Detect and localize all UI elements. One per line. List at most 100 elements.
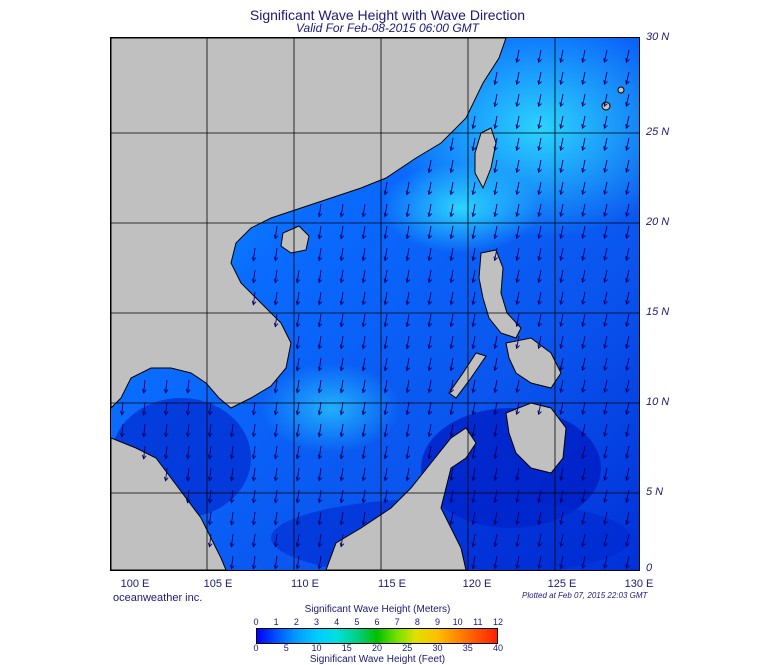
wave-arrow-head	[603, 476, 608, 481]
wave-arrow	[318, 291, 322, 305]
wave-arrow-head	[537, 234, 542, 240]
wave-arrow	[582, 137, 586, 151]
wave-arrow	[450, 291, 454, 305]
wave-arrow	[428, 401, 432, 415]
wave-arrow	[230, 555, 234, 569]
wave-arrow	[340, 313, 344, 327]
wave-arrow	[406, 467, 410, 481]
wave-arrow	[560, 181, 564, 195]
wave-arrow	[384, 423, 388, 437]
wave-arrow	[494, 511, 498, 525]
wave-arrow-head	[405, 256, 411, 262]
wave-arrow	[625, 49, 630, 63]
wave-arrow	[384, 247, 388, 261]
wave-arrow	[603, 225, 608, 239]
wave-arrow-head	[559, 190, 564, 196]
colorbar-meter-tick: 2	[293, 617, 299, 627]
wave-arrow-head	[581, 454, 586, 460]
wave-arrow-head	[625, 476, 630, 481]
wave-arrow	[516, 269, 520, 283]
wave-arrow-head	[471, 190, 476, 196]
wave-arrow	[560, 533, 564, 547]
wave-arrow	[494, 71, 498, 85]
wave-arrow-head	[120, 432, 125, 438]
wave-arrow	[252, 291, 256, 305]
wave-arrow-head	[142, 410, 147, 416]
wave-arrow	[538, 137, 542, 151]
wave-arrow	[472, 489, 476, 503]
wave-arrow-head	[537, 256, 542, 262]
wave-arrow	[274, 269, 278, 283]
wave-arrow-head	[493, 234, 498, 240]
wave-arrow	[318, 555, 322, 569]
high-wave-band-taiwan-strait	[381, 163, 541, 253]
wave-arrow	[362, 423, 366, 437]
wave-arrow-head	[559, 498, 564, 504]
wave-arrow	[296, 555, 300, 569]
wave-arrow	[582, 203, 586, 217]
wave-arrow	[494, 401, 498, 415]
wave-arrow-head	[427, 234, 433, 240]
wave-arrow	[274, 401, 278, 415]
wave-arrow-head	[581, 212, 586, 218]
wave-arrow-head	[251, 498, 257, 504]
wave-arrow-head	[515, 168, 520, 174]
wave-arrow-head	[405, 278, 411, 284]
wave-arrow-head	[295, 410, 301, 416]
wave-arrow-head	[142, 432, 147, 438]
colorbar-meter-tick: 8	[414, 617, 420, 627]
wave-arrow-head	[581, 58, 586, 64]
wave-arrow	[252, 489, 256, 503]
wave-arrow-head	[427, 212, 433, 218]
wave-arrow	[516, 291, 520, 305]
wave-arrow	[582, 379, 586, 393]
wave-arrow-head	[581, 388, 586, 394]
wave-arrow	[472, 533, 476, 547]
wave-arrow-head	[559, 124, 564, 130]
wave-arrow-head	[559, 102, 564, 108]
wave-arrow-head	[471, 146, 476, 152]
wave-arrow	[406, 445, 410, 459]
wave-arrow-head	[537, 542, 542, 548]
colorbar-feet-tick: 5	[283, 643, 289, 653]
wave-arrow-head	[603, 278, 608, 283]
wave-arrow	[516, 555, 520, 569]
wave-arrow-head	[515, 344, 520, 350]
wave-arrow	[582, 291, 586, 305]
land-palawan	[448, 352, 487, 399]
wave-arrow	[560, 269, 564, 283]
wave-arrow	[384, 203, 388, 217]
wave-arrow-head	[295, 432, 301, 438]
wave-arrow-head	[559, 344, 564, 350]
wave-arrow	[582, 511, 586, 525]
wave-arrow-head	[581, 124, 586, 130]
wave-arrow-head	[559, 520, 564, 526]
wave-arrow-head	[185, 476, 191, 482]
wave-arrow	[340, 335, 344, 349]
wave-arrow	[516, 533, 520, 547]
wave-arrow	[625, 93, 630, 107]
wave-arrow	[494, 555, 498, 569]
wave-arrow	[318, 203, 322, 217]
wave-arrow-head	[625, 58, 630, 63]
wave-arrow-head	[603, 366, 608, 371]
wave-arrow	[274, 533, 278, 547]
wave-arrow	[603, 357, 608, 371]
land-luzon	[478, 249, 522, 339]
wave-arrow-head	[559, 80, 564, 86]
wave-arrow-head	[603, 58, 608, 63]
wave-arrow	[209, 489, 212, 503]
wave-arrow	[274, 423, 278, 437]
wave-arrow	[209, 401, 212, 415]
wave-arrow-head	[295, 476, 301, 482]
wave-arrow-head	[317, 344, 323, 350]
lat-label-10n: 10 N	[646, 396, 670, 408]
wave-arrow	[603, 93, 608, 107]
wave-arrow	[340, 533, 344, 547]
wave-arrow-head	[339, 410, 345, 416]
wave-arrow	[560, 115, 564, 129]
wave-arrow-head	[229, 520, 235, 526]
wave-arrow-head	[515, 410, 520, 416]
wave-arrow	[406, 313, 410, 327]
wave-arrow-head	[273, 476, 279, 482]
